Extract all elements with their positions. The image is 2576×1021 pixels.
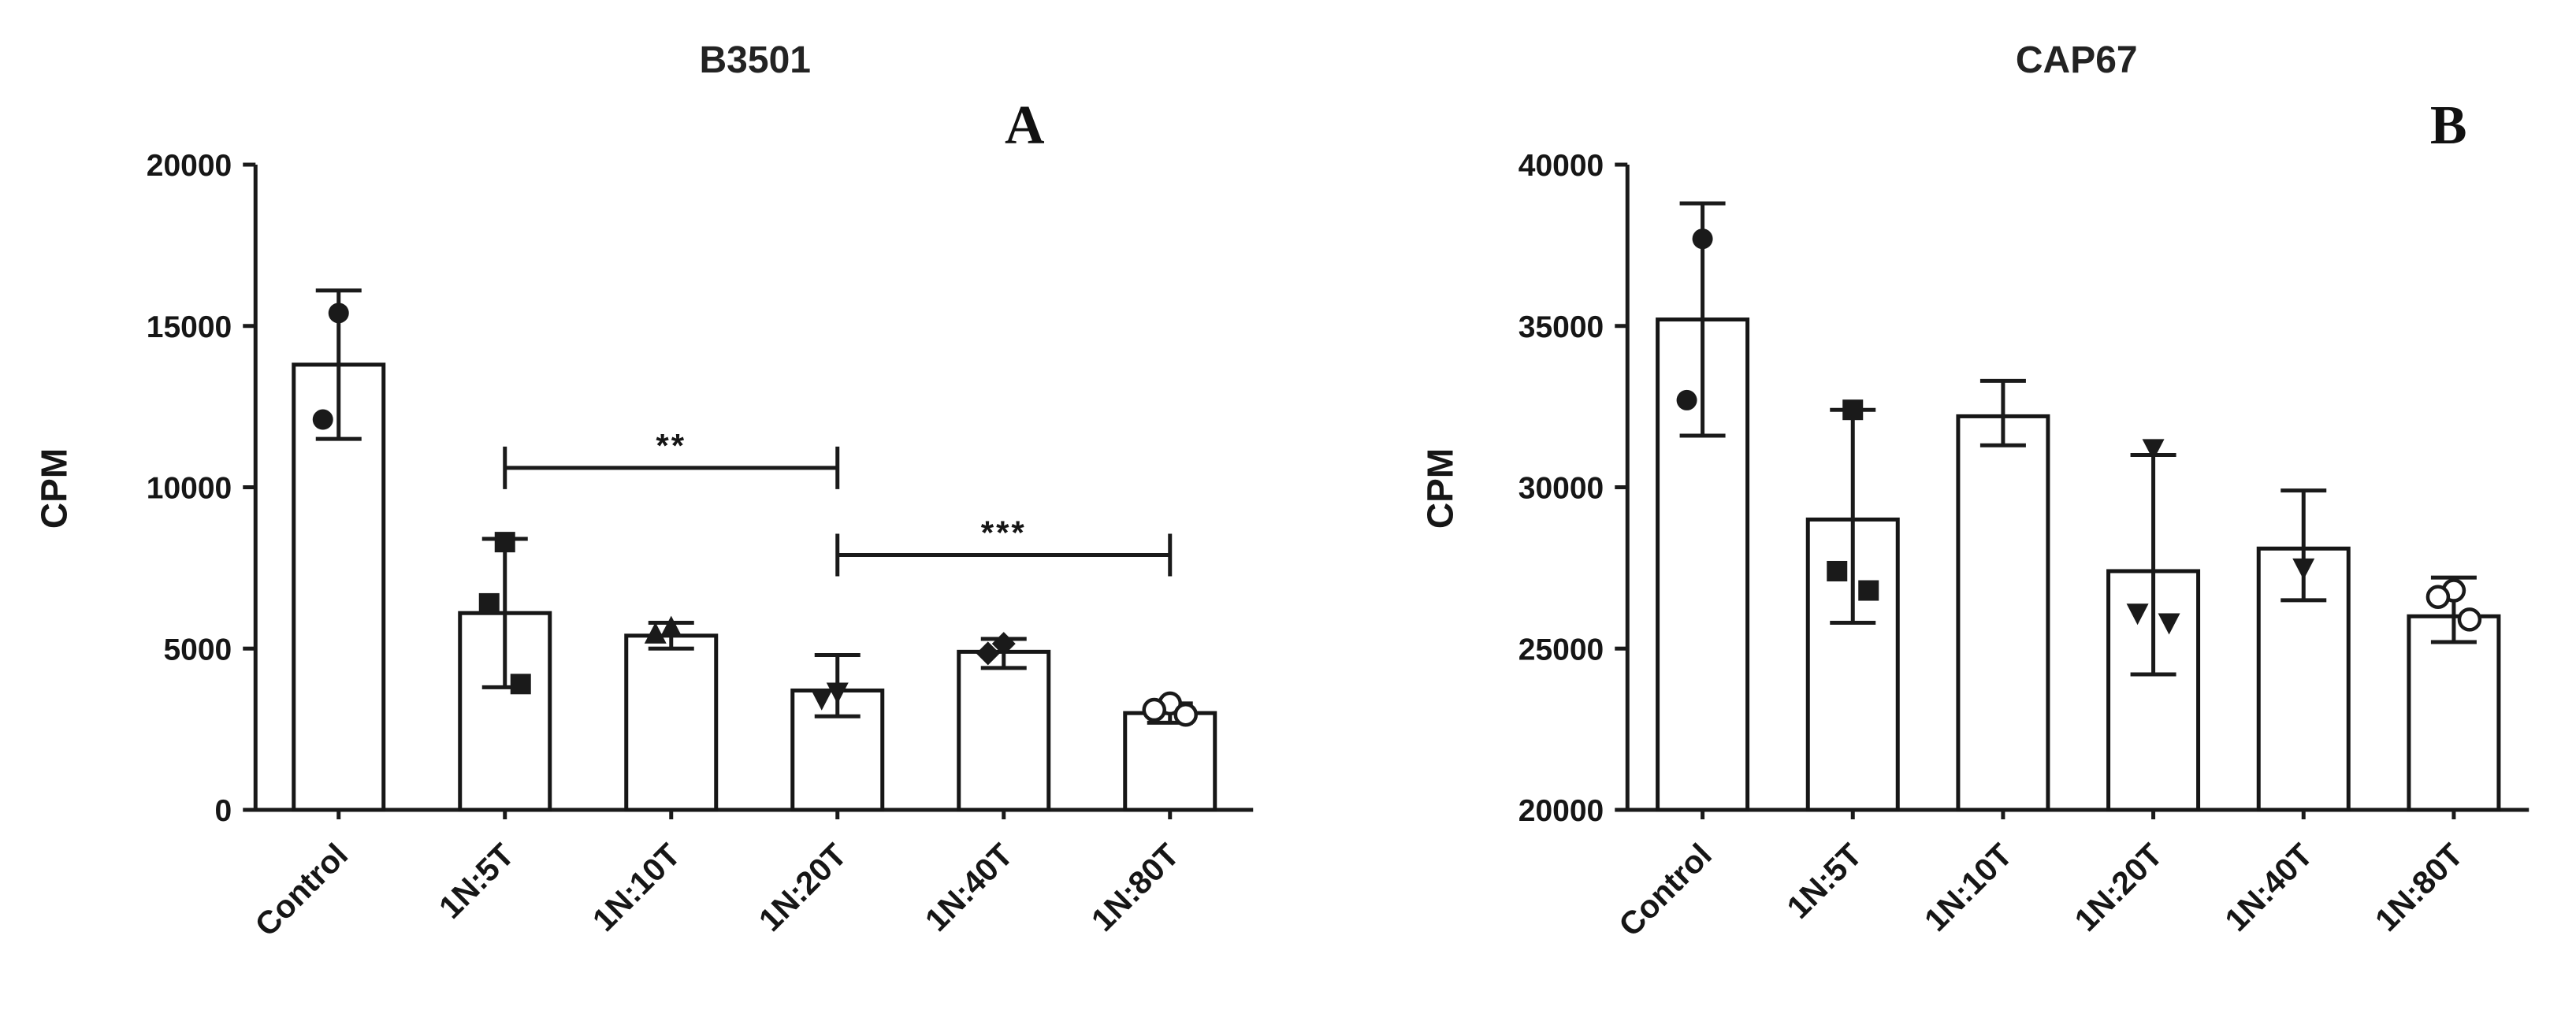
data-point-circle-filled bbox=[328, 303, 349, 324]
data-point-triangle-down-filled bbox=[2292, 558, 2314, 580]
data-point-triangle-up-filled bbox=[644, 622, 667, 644]
bar-1N:10T bbox=[624, 633, 719, 812]
plot-area-a: 0 5000 10000 15000 20000 Control 1N:5T 1N:10T 1N… bbox=[147, 149, 1254, 944]
data-point-circle-open bbox=[2457, 607, 2481, 632]
x-tick-label: 1N:10T bbox=[1917, 837, 2019, 938]
bar-1N:80T bbox=[1123, 711, 1217, 812]
bar-1N:80T bbox=[2406, 614, 2500, 812]
y-tick-label: 20000 bbox=[147, 149, 232, 183]
data-point-triangle-up-filled bbox=[660, 615, 682, 637]
data-point-triangle-down-filled bbox=[2126, 603, 2149, 626]
data-point-circle-open bbox=[2425, 585, 2450, 609]
panel-a: 0 5000 10000 15000 20000 Control 1N:5T 1N:10T 1N… bbox=[33, 39, 1254, 944]
data-point-circle-filled bbox=[312, 409, 333, 430]
plot-area-b: 20000 25000 30000 35000 40000 Control 1N:5T 1N:… bbox=[1518, 149, 2529, 944]
y-axis-label: CPM bbox=[1419, 448, 1460, 529]
chart-title: B3501 bbox=[700, 39, 811, 81]
panel-label: A bbox=[1005, 95, 1045, 156]
y-tick-label: 20000 bbox=[1518, 794, 1603, 828]
bar-chart-b3501: 0 5000 10000 15000 20000 Control 1N:5T 1N:10T 1N… bbox=[33, 39, 1254, 944]
data-point-circle-filled bbox=[1692, 228, 1713, 250]
x-tick-label: 1N:40T bbox=[2217, 837, 2319, 938]
x-tick-label: 1N:80T bbox=[2368, 837, 2470, 938]
data-point-circle-filled bbox=[1676, 389, 1697, 410]
bar-1N:5T bbox=[1805, 517, 1900, 812]
panel-b: 20000 25000 30000 35000 40000 Control 1N:5T 1N:… bbox=[1288, 0, 2576, 1021]
x-tick-label: Control bbox=[1611, 837, 1719, 944]
x-tick-label: 1N:5T bbox=[1779, 837, 1868, 926]
data-point-square-filled bbox=[510, 674, 531, 695]
x-tick-label: 1N:5T bbox=[432, 837, 521, 926]
y-tick-label: 0 bbox=[215, 794, 232, 828]
data-point-triangle-down-filled bbox=[810, 689, 833, 711]
data-point-square-filled bbox=[1842, 399, 1863, 421]
data-point-diamond-filled bbox=[991, 632, 1016, 656]
x-tick-label: 1N:40T bbox=[918, 837, 1020, 938]
y-tick-label: 30000 bbox=[1518, 472, 1603, 506]
chart-title: CAP67 bbox=[2015, 39, 2137, 81]
data-point-square-filled bbox=[1857, 580, 1879, 601]
x-tick-label: 1N:80T bbox=[1084, 837, 1186, 938]
sig-label: *** bbox=[981, 514, 1027, 551]
y-axis-label: CPM bbox=[33, 448, 74, 529]
data-point-triangle-down-filled bbox=[2142, 439, 2165, 461]
data-point-square-filled bbox=[478, 592, 500, 614]
x-tick-label: 1N:10T bbox=[585, 837, 687, 938]
data-point-triangle-down-filled bbox=[2158, 613, 2180, 635]
data-point-square-filled bbox=[494, 532, 515, 553]
data-point-square-filled bbox=[1826, 560, 1847, 581]
x-tick-label: 1N:20T bbox=[2067, 837, 2169, 938]
y-tick-label: 15000 bbox=[147, 310, 232, 344]
panel-label: B bbox=[2429, 95, 2466, 156]
x-tick-label: 1N:20T bbox=[752, 837, 853, 938]
data-point-circle-open bbox=[1173, 702, 1198, 727]
y-tick-label: 25000 bbox=[1518, 633, 1603, 666]
bar-1N:40T bbox=[957, 649, 1051, 812]
y-tick-label: 40000 bbox=[1518, 149, 1603, 183]
y-tick-label: 5000 bbox=[163, 633, 232, 666]
data-point-diamond-filled bbox=[976, 641, 1000, 666]
bar-1N:10T bbox=[1955, 414, 2050, 812]
y-tick-label: 35000 bbox=[1518, 310, 1603, 344]
data-point-triangle-down-filled bbox=[826, 682, 849, 704]
y-tick-label: 10000 bbox=[147, 472, 232, 506]
data-point-circle-open bbox=[1142, 697, 1166, 722]
sig-label: ** bbox=[656, 427, 686, 464]
bar-chart-cap67: 20000 25000 30000 35000 40000 Control 1N:5T 1N:… bbox=[1419, 39, 2529, 944]
x-tick-label: Control bbox=[248, 837, 355, 944]
